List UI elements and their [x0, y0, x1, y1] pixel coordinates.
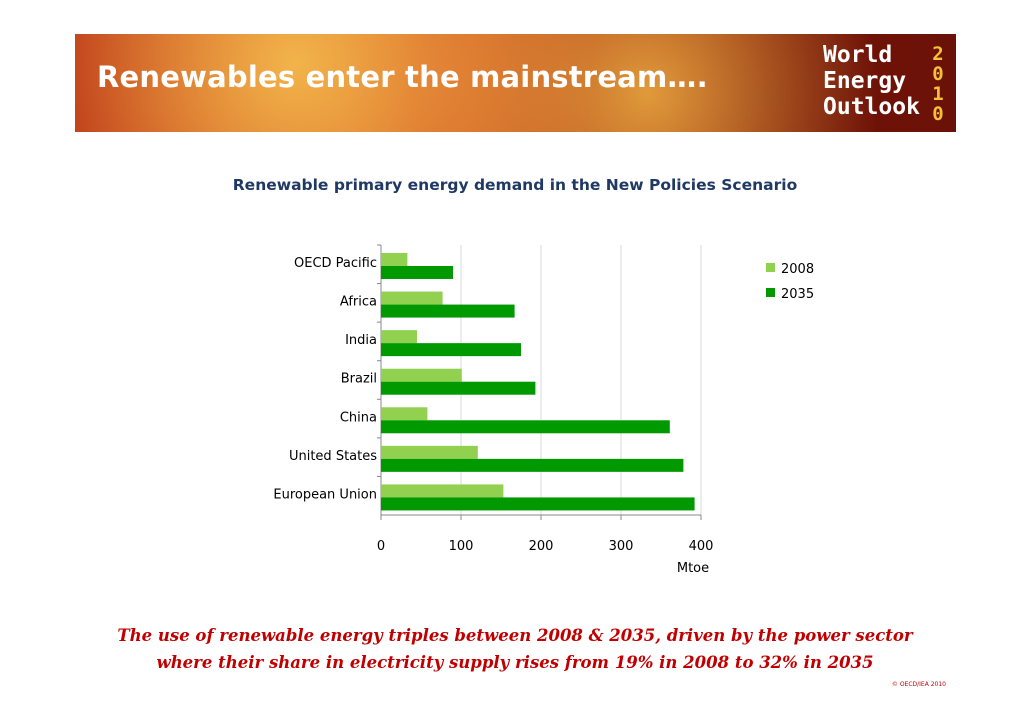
caption-line-2: where their share in electricity supply … — [156, 653, 874, 672]
chart-title: Renewable primary energy demand in the N… — [232, 176, 798, 194]
x-tick-label: 100 — [449, 539, 474, 554]
x-tick-label: 0 — [377, 539, 385, 554]
y-tick-label: OECD Pacific — [294, 256, 377, 271]
bar-2035-oecd-pacific — [381, 266, 453, 279]
bar-2035-china — [381, 420, 670, 434]
y-tick-label: European Union — [273, 487, 377, 502]
y-tick-label: China — [340, 410, 377, 425]
caption: The use of renewable energy triples betw… — [0, 622, 1030, 676]
logo-word-world: World — [823, 42, 893, 68]
logo-year-digit: 0 — [932, 63, 944, 85]
bar-2008-european-union — [381, 484, 504, 498]
slide-title: Renewables enter the mainstream…. — [97, 60, 708, 94]
bar-2008-india — [381, 330, 417, 344]
y-tick-label: Brazil — [341, 372, 377, 387]
legend-swatch — [766, 288, 775, 297]
copyright: © OECD/IEA 2010 — [891, 681, 946, 688]
x-tick-label: 300 — [609, 539, 634, 554]
bar-2035-brazil — [381, 381, 536, 395]
legend-label: 2035 — [781, 287, 814, 302]
bar-2035-european-union — [381, 497, 695, 511]
bar-2035-united-states — [381, 458, 684, 472]
x-tick-label: 400 — [689, 539, 714, 554]
caption-line-1: The use of renewable energy triples betw… — [117, 626, 913, 645]
logo-word-energy: Energy — [823, 68, 907, 94]
logo-year-digit: 2 — [932, 43, 944, 65]
x-axis-label: Mtoe — [677, 561, 709, 576]
legend-swatch — [766, 263, 775, 272]
bar-2008-oecd-pacific — [381, 253, 408, 266]
bar-2008-brazil — [381, 368, 462, 382]
bar-2035-india — [381, 343, 521, 357]
logo-year-digit: 1 — [932, 83, 944, 105]
bar-2008-africa — [381, 291, 443, 305]
y-tick-label: India — [345, 333, 377, 348]
bar-2008-united-states — [381, 445, 478, 459]
y-tick-label: United States — [289, 449, 377, 464]
logo-word-outlook: Outlook — [823, 94, 920, 120]
y-tick-label: Africa — [340, 295, 377, 310]
legend-label: 2008 — [781, 262, 814, 277]
bar-2035-africa — [381, 304, 515, 318]
bar-2008-china — [381, 407, 428, 421]
header-banner: Renewables enter the mainstream…. World … — [75, 34, 956, 132]
logo-year-digit: 0 — [932, 103, 944, 125]
x-tick-label: 200 — [529, 539, 554, 554]
